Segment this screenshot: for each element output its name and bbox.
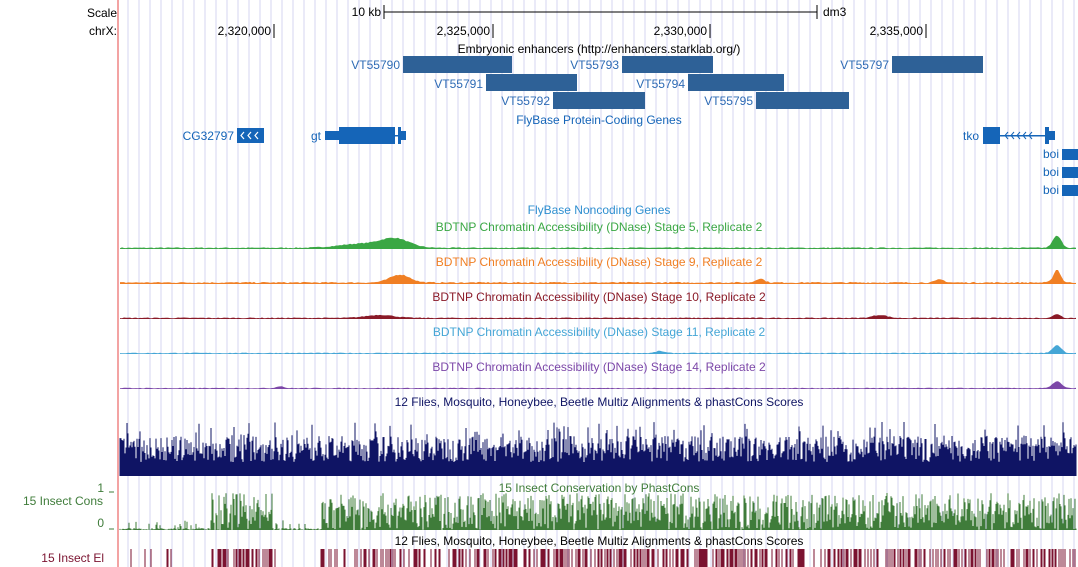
track-side-label: 15 Insect El (41, 551, 104, 565)
enhancer-item-vt55792[interactable]: VT55792 (501, 92, 645, 109)
gene-exon[interactable] (1062, 167, 1078, 178)
phastcons-plot (119, 493, 1077, 530)
gene-exon[interactable] (237, 128, 264, 143)
gene-gt[interactable]: gt (311, 127, 406, 144)
track-side-label: 15 Insect Cons (23, 494, 103, 508)
strand-arrows-icon (240, 131, 259, 140)
gene-cg32797[interactable]: CG32797 (183, 128, 264, 143)
enhancer-block[interactable] (622, 56, 713, 73)
dnase-stage10-track[interactable]: BDTNP Chromatin Accessibility (DNase) St… (120, 290, 1076, 319)
enhancer-block[interactable] (688, 74, 784, 91)
dnase-stage9-track[interactable]: BDTNP Chromatin Accessibility (DNase) St… (120, 255, 1076, 284)
gene-intron-line (983, 135, 1055, 137)
signal-plot (120, 235, 1076, 249)
chrom-label: chrX: (89, 24, 117, 38)
gene-label: boi (1043, 147, 1059, 161)
gene-tko[interactable]: tko (963, 127, 1055, 144)
left-gutter (117, 0, 119, 567)
ruler-tick-label: 2,325,000 (437, 24, 491, 38)
enhancer-item-vt55790[interactable]: VT55790 (351, 56, 512, 73)
gene-boi-1[interactable]: boi (1043, 147, 1078, 161)
gene-exon[interactable] (1062, 149, 1078, 160)
enhancer-label: VT55795 (704, 94, 753, 108)
enhancer-block[interactable] (553, 92, 645, 109)
gene-label: boi (1043, 183, 1059, 197)
enhancer-block[interactable] (756, 92, 849, 109)
track-title: BDTNP Chromatin Accessibility (DNase) St… (433, 325, 766, 339)
ruler-tick-label: 2,330,000 (654, 24, 708, 38)
gene-exon[interactable] (1045, 127, 1049, 144)
protein-coding-genes-track[interactable]: FlyBase Protein-Coding Genes CG32797 gt … (183, 113, 1078, 197)
signal-plot (120, 381, 1076, 389)
signal-plot (120, 345, 1076, 354)
gene-label: boi (1043, 165, 1059, 179)
gene-exon[interactable] (1062, 185, 1078, 196)
track-title: Embryonic enhancers (http://enhancers.st… (458, 42, 741, 56)
enhancer-block[interactable] (486, 74, 577, 91)
y-axis-max: 1 (97, 481, 104, 495)
strand-arrows-icon (1004, 131, 1033, 140)
phastcons-track[interactable]: 15 Insect Conservation by PhastCons 15 I… (23, 481, 1077, 530)
ruler-tick-label: 2,335,000 (870, 24, 924, 38)
enhancer-label: VT55791 (434, 77, 483, 91)
enhancer-label: VT55793 (570, 58, 619, 72)
gene-exon[interactable] (398, 127, 401, 144)
enhancer-item-vt55795[interactable]: VT55795 (704, 92, 849, 109)
dnase-stage11-track[interactable]: BDTNP Chromatin Accessibility (DNase) St… (120, 325, 1076, 354)
enhancer-label: VT55790 (351, 58, 400, 72)
track-title: 15 Insect Conservation by PhastCons (499, 481, 700, 495)
ruler-track[interactable]: Scale chrX: 10 kb dm3 2,320,000 2,325,00… (87, 5, 927, 38)
enhancer-item-vt55794[interactable]: VT55794 (636, 74, 784, 91)
enhancer-block[interactable] (892, 56, 983, 73)
gene-boi-2[interactable]: boi (1043, 165, 1078, 179)
scale-label: Scale (87, 6, 117, 20)
enhancer-label: VT55794 (636, 77, 685, 91)
conserved-element-marks (130, 549, 1076, 567)
ruler-tick-label: 2,320,000 (218, 24, 272, 38)
gene-utr (1049, 131, 1055, 140)
conserved-elements-track[interactable]: 12 Flies, Mosquito, Honeybee, Beetle Mul… (41, 534, 1076, 567)
enhancer-block[interactable] (403, 56, 512, 73)
gene-exon[interactable] (339, 127, 395, 144)
enhancers-track[interactable]: Embryonic enhancers (http://enhancers.st… (351, 42, 983, 109)
enhancer-item-vt55797[interactable]: VT55797 (840, 56, 983, 73)
gene-label: CG32797 (183, 129, 235, 143)
track-title: BDTNP Chromatin Accessibility (DNase) St… (432, 360, 766, 374)
gene-utr (401, 131, 406, 140)
gene-exon[interactable] (983, 127, 1000, 144)
enhancer-item-vt55793[interactable]: VT55793 (570, 56, 713, 73)
y-axis-min: 0 (97, 516, 104, 530)
multiz-conservation-plot (119, 422, 1077, 476)
track-title: BDTNP Chromatin Accessibility (DNase) St… (436, 220, 763, 234)
gene-utr (325, 131, 339, 140)
multiz-track[interactable]: 12 Flies, Mosquito, Honeybee, Beetle Mul… (119, 395, 1077, 476)
gene-label: tko (963, 129, 979, 143)
track-title: 12 Flies, Mosquito, Honeybee, Beetle Mul… (395, 534, 804, 548)
signal-plot (120, 270, 1076, 284)
gene-label: gt (311, 129, 322, 143)
dnase-stage5-track[interactable]: BDTNP Chromatin Accessibility (DNase) St… (120, 220, 1076, 249)
enhancer-label: VT55792 (501, 94, 550, 108)
track-title: 12 Flies, Mosquito, Honeybee, Beetle Mul… (395, 395, 804, 409)
enhancer-label: VT55797 (840, 58, 889, 72)
assembly-label: dm3 (823, 5, 847, 19)
track-title: BDTNP Chromatin Accessibility (DNase) St… (436, 255, 763, 269)
track-title: BDTNP Chromatin Accessibility (DNase) St… (432, 290, 766, 304)
track-title: FlyBase Noncoding Genes (528, 203, 671, 217)
gene-boi-3[interactable]: boi (1043, 183, 1078, 197)
enhancer-item-vt55791[interactable]: VT55791 (434, 74, 577, 91)
track-title: FlyBase Protein-Coding Genes (516, 113, 681, 127)
dnase-stage14-track[interactable]: BDTNP Chromatin Accessibility (DNase) St… (120, 360, 1076, 389)
noncoding-genes-track[interactable]: FlyBase Noncoding Genes (528, 203, 671, 217)
signal-plot (120, 314, 1076, 319)
scale-bar-label: 10 kb (352, 5, 382, 19)
